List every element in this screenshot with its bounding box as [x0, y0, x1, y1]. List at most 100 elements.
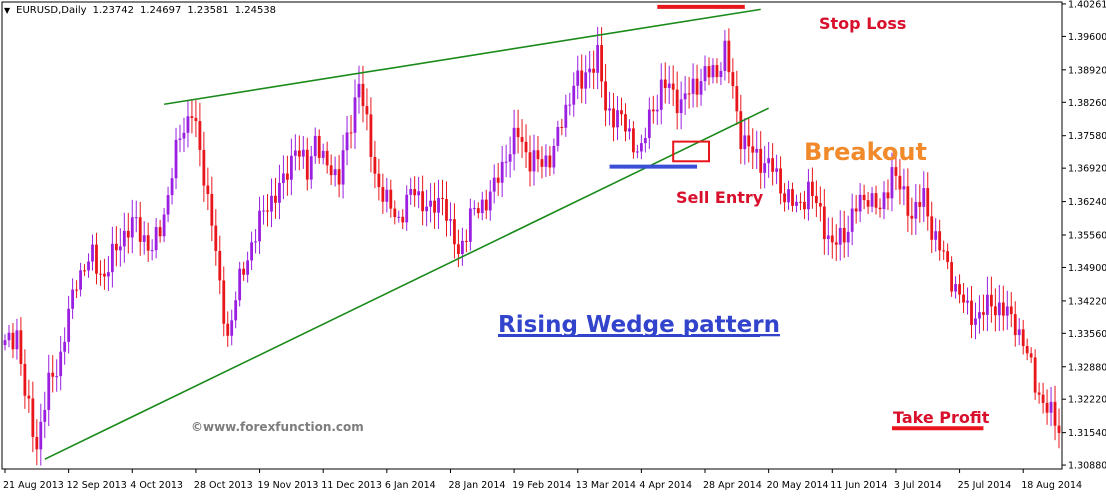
candle-bear	[548, 155, 552, 168]
y-tick-label: 1.31540	[1068, 428, 1106, 439]
candle-bear	[27, 395, 31, 399]
candle-bull	[321, 150, 325, 158]
candle-bull	[142, 235, 146, 242]
candle-bull	[1017, 329, 1021, 336]
x-tick-label: 21 Aug 2013	[3, 480, 64, 491]
candle-bear	[811, 181, 814, 196]
candle-bear	[138, 217, 142, 242]
candle-bull	[182, 132, 186, 139]
candle-bear	[950, 262, 954, 292]
candle-bull	[978, 312, 981, 319]
candle-bull	[723, 40, 727, 71]
candle-bear	[989, 294, 993, 307]
x-tick-label: 20 May 2014	[767, 480, 829, 491]
candle-bear	[771, 158, 775, 172]
candle-bull	[552, 145, 556, 168]
candle-bear	[325, 150, 329, 166]
ohlc-low: 1.23581	[187, 5, 229, 16]
candle-bull	[353, 97, 357, 133]
y-tick-label: 1.33560	[1068, 329, 1106, 340]
candle-bear	[266, 210, 269, 212]
candle-bull	[230, 320, 234, 336]
candle-bear	[457, 244, 460, 254]
x-tick-label: 4 Apr 2014	[639, 480, 692, 491]
candle-bear	[580, 70, 584, 89]
candle-bear	[1029, 353, 1033, 358]
candle-bear	[158, 227, 162, 237]
candle-bull	[997, 302, 1001, 316]
candle-bear	[663, 79, 667, 88]
candle-bull	[699, 81, 703, 95]
candle-bear	[413, 189, 417, 196]
ohlc-high: 1.24697	[139, 5, 182, 16]
candle-bull	[67, 308, 71, 342]
candle-bear	[317, 135, 321, 158]
candle-bull	[150, 250, 154, 252]
y-tick-label: 1.32220	[1068, 395, 1106, 406]
candle-bear	[218, 250, 222, 281]
candle-bull	[166, 195, 170, 215]
candle-bull	[130, 217, 134, 238]
candle-bull	[850, 208, 854, 232]
candle-bull	[385, 189, 389, 202]
candle-bull	[608, 108, 611, 111]
candle-bear	[194, 117, 198, 122]
candle-bear	[381, 187, 385, 202]
candle-bear	[369, 114, 373, 157]
candle-bull	[425, 206, 428, 212]
candle-bull	[544, 155, 548, 167]
candle-bear	[329, 165, 333, 176]
candle-bull	[576, 70, 580, 86]
candle-bear	[1041, 394, 1045, 403]
candle-bull	[107, 272, 110, 277]
candle-bull	[1049, 401, 1053, 413]
candle-bear	[445, 198, 448, 221]
ohlc-open: 1.23742	[92, 5, 134, 16]
candle-bear	[938, 231, 942, 251]
candle-bear	[464, 240, 468, 242]
candle-bull	[309, 156, 313, 180]
candle-bull	[755, 148, 759, 153]
candle-bull	[43, 409, 47, 422]
candle-bear	[389, 189, 393, 209]
candle-bull	[397, 216, 401, 218]
candle-bear	[834, 242, 838, 245]
candle-bear	[99, 273, 102, 275]
candle-bear	[528, 152, 532, 172]
candle-bear	[206, 185, 210, 195]
candle-bull	[616, 110, 619, 128]
candle-bull	[564, 104, 568, 128]
candle-bear	[854, 208, 858, 212]
candle-bull	[15, 330, 19, 350]
candle-bear	[496, 177, 500, 183]
candle-bear	[612, 108, 615, 128]
candle-bull	[882, 192, 886, 210]
candle-bull	[278, 182, 281, 203]
candle-bear	[484, 199, 488, 211]
dropdown-triangle-icon[interactable]: ▼	[4, 6, 11, 15]
x-tick-label: 19 Nov 2013	[258, 480, 319, 491]
candle-bear	[83, 270, 86, 272]
y-tick-label: 1.39600	[1068, 32, 1106, 43]
candle-bull	[134, 217, 138, 219]
candle-bull	[178, 138, 182, 140]
candle-bear	[1045, 402, 1049, 413]
candle-bear	[962, 294, 965, 303]
candle-bear	[799, 201, 802, 203]
candle-bear	[349, 132, 353, 134]
candle-bull	[986, 294, 989, 315]
candle-bear	[202, 149, 206, 186]
symbol-label: EURUSD,Daily	[16, 5, 87, 16]
candle-bull	[643, 138, 647, 144]
x-tick-label: 25 Jul 2014	[958, 480, 1012, 491]
candle-bull	[639, 143, 643, 152]
candle-bull	[826, 235, 830, 240]
candle-bull	[659, 79, 663, 110]
candle-bear	[620, 110, 623, 115]
candle-bear	[675, 89, 679, 114]
candle-bull	[512, 127, 516, 155]
candle-bull	[55, 376, 59, 378]
candle-bear	[421, 191, 425, 212]
candle-bear	[791, 189, 794, 206]
candle-bear	[958, 284, 961, 295]
